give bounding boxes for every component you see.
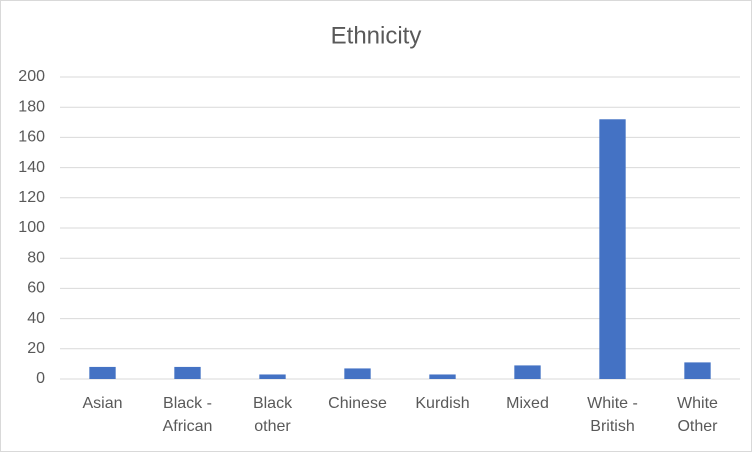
y-tick-label: 40 [27, 310, 45, 327]
bar [89, 366, 116, 379]
y-tick-label: 180 [18, 98, 45, 115]
x-tick-label: White Other [677, 395, 718, 435]
y-tick-label: 80 [27, 249, 45, 266]
y-tick-label: 100 [18, 219, 45, 236]
x-tick-label: Mixed [506, 395, 549, 412]
y-tick-label: 60 [27, 280, 45, 297]
x-tick-label: Asian [82, 395, 123, 412]
x-tick-label: Kurdish [415, 395, 470, 412]
bar [174, 366, 201, 379]
x-tick-label: White - British [587, 395, 638, 435]
bar [429, 374, 456, 379]
bar [259, 374, 286, 379]
x-tick-label: Black other [252, 395, 293, 435]
y-tick-label: 200 [18, 68, 45, 85]
y-tick-label: 0 [36, 370, 45, 387]
x-tick-label: Black - African [162, 395, 213, 435]
chart-title: Ethnicity [331, 22, 422, 49]
y-tick-label: 140 [18, 159, 45, 176]
y-tick-label: 160 [18, 129, 45, 146]
bar [599, 119, 626, 379]
x-tick-label: Chinese [328, 395, 387, 412]
bar [344, 368, 371, 379]
bar [514, 365, 541, 379]
bar [684, 362, 711, 379]
y-tick-label: 20 [27, 340, 45, 357]
y-tick-label: 120 [18, 189, 45, 206]
